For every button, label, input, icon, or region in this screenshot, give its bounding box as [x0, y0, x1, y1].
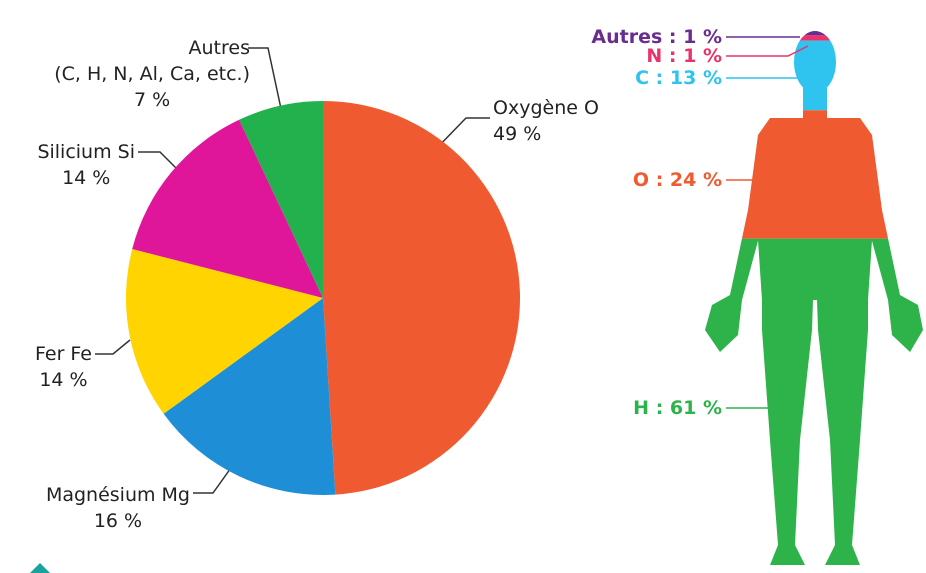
value-label: 16 % [46, 508, 190, 534]
body-band [690, 30, 926, 35]
body-label: N : 1 % [646, 45, 722, 67]
pie-slice [323, 101, 520, 495]
body-band [690, 35, 926, 40]
category-label: Fer Fe [35, 341, 92, 367]
value-label: 49 % [493, 121, 599, 147]
body-label: O : 24 % [633, 169, 722, 191]
value-label: 7 % [54, 87, 250, 113]
body-label: H : 61 % [633, 397, 722, 419]
body-band [690, 239, 926, 565]
body-label: C : 13 % [635, 67, 722, 89]
body-band [690, 41, 926, 111]
slice-label: Autres (C, H, N, Al, Ca, etc.)7 % [54, 35, 250, 113]
page: Oxygène O49 %Magnésium Mg16 %Fer Fe14 %S… [0, 0, 926, 573]
value-label: 14 % [35, 367, 92, 393]
category-label: Oxygène O [493, 95, 599, 121]
category-label: Silicium Si [37, 139, 135, 165]
category-label: Magnésium Mg [46, 482, 190, 508]
body-figure [690, 30, 926, 565]
pie [126, 101, 520, 495]
corner-mark [30, 563, 50, 573]
value-label: 14 % [37, 165, 135, 191]
body-band [690, 110, 926, 238]
category-label: Autres (C, H, N, Al, Ca, etc.) [54, 35, 250, 87]
